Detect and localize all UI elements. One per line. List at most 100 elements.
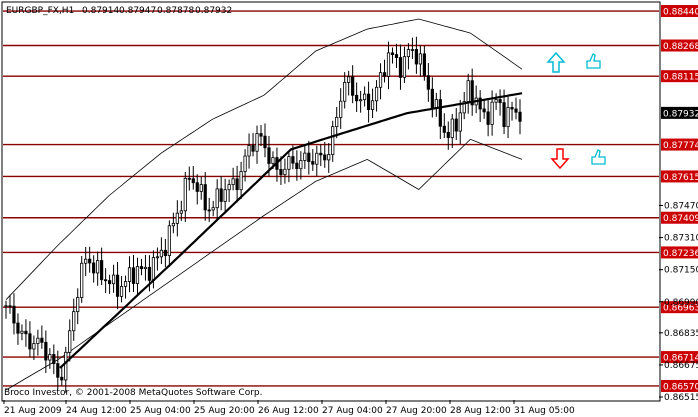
candle-body [466, 80, 470, 102]
level-badge [661, 39, 698, 52]
candle-body [104, 279, 108, 282]
candle-body [60, 376, 64, 381]
level-badge [661, 138, 698, 151]
ohlc-close: 0.87932 [195, 6, 232, 16]
candle-body [498, 99, 502, 104]
level-badge [661, 351, 698, 364]
candle-body [438, 99, 442, 127]
candle-body [92, 262, 96, 274]
candle-body [143, 266, 148, 270]
candle-body [295, 162, 299, 170]
candle-body [80, 262, 84, 298]
price-axis: 0.88440 0.88268 0.88115 0.87774 0.87615 0.874… [659, 5, 698, 403]
candle-body [359, 99, 363, 102]
candle-body [147, 266, 152, 281]
candle-body [151, 257, 156, 281]
candle-body [382, 72, 387, 77]
candle-body [339, 100, 343, 118]
candle-body [323, 154, 327, 161]
candle-body [215, 188, 219, 209]
candle-body [327, 154, 331, 161]
candle-body [243, 155, 247, 172]
level-badge-label: 0.88115 [663, 73, 698, 83]
candle-body [283, 168, 287, 176]
candle-body [482, 108, 486, 113]
time-tick-label: 24 Aug 12:00 [66, 406, 127, 416]
current-price-badge [661, 106, 698, 119]
candle-body [163, 249, 167, 257]
time-tick-label: 26 Aug 12:00 [258, 406, 319, 416]
candle-body [32, 343, 36, 350]
candle-body [430, 88, 434, 108]
candle-body [478, 97, 482, 110]
level-badge [661, 379, 698, 392]
candle-body [223, 189, 227, 202]
candle-body [386, 52, 391, 77]
down-arrow-icon [550, 148, 570, 170]
candle-body [462, 101, 466, 114]
candle-body [251, 145, 255, 152]
signal-icons [546, 51, 606, 170]
ohlc-open: 0.87914 [82, 6, 119, 16]
candle-body [8, 305, 12, 308]
price-tick-label: 0.86675 [664, 361, 698, 371]
time-tick-label: 25 Aug 20:00 [194, 406, 255, 416]
level-badge [661, 5, 698, 18]
level-badge-label: 0.86714 [663, 354, 698, 364]
candle-body [414, 49, 419, 65]
candle-body [183, 177, 187, 212]
candle-body [263, 135, 267, 149]
level-badge [661, 70, 698, 83]
candle-body [227, 184, 231, 191]
candle-body [195, 182, 199, 192]
candlesticks [4, 36, 522, 393]
bollinger-bands [5, 18, 523, 391]
candle-body [175, 212, 179, 224]
price-tick-label: 0.86835 [664, 329, 698, 339]
candle-body [28, 333, 32, 350]
ohlc-low: 0.87878 [157, 6, 194, 16]
copyright: Broco Investor, © 2001-2008 MetaQuotes S… [4, 388, 263, 398]
time-tick-label: 27 Aug 04:00 [322, 406, 383, 416]
candle-body [279, 168, 283, 176]
level-badge [661, 170, 698, 183]
time-axis: 21 Aug 2009 24 Aug 12:00 25 Aug 04:00 25 Au… [3, 400, 575, 416]
candle-body [155, 256, 160, 259]
ohlc-high: 0.87947 [119, 6, 156, 16]
candle-body [518, 111, 522, 122]
level-badge-label: 0.86963 [663, 304, 698, 314]
candle-body [123, 281, 128, 287]
current-price-label: 0.87932 [663, 109, 698, 119]
candle-body [486, 111, 490, 125]
candle-body [442, 125, 446, 133]
chart-title: EURGBP_FX,H1 [6, 6, 74, 16]
candle-body [111, 274, 116, 285]
candle-body [24, 330, 28, 335]
level-badge [661, 246, 698, 259]
candle-body [115, 274, 120, 297]
candle-body [239, 171, 243, 191]
candle-body [390, 52, 395, 55]
candle-body [135, 266, 140, 284]
candle-body [267, 147, 271, 164]
candle-body [347, 76, 351, 83]
level-badge-label: 0.87774 [663, 141, 698, 151]
candle-body [398, 57, 403, 78]
thumbs-up-icon [586, 53, 601, 69]
candle-body [52, 354, 56, 364]
candle-body [211, 207, 215, 211]
time-tick-label: 25 Aug 04:00 [130, 406, 191, 416]
candle-body [494, 99, 498, 103]
time-tick-label: 27 Aug 20:00 [386, 406, 447, 416]
candle-body [422, 53, 426, 77]
candle-body [44, 341, 48, 361]
candle-body [159, 249, 163, 258]
candle-body [107, 280, 112, 285]
candle-body [12, 305, 16, 324]
candle-body [351, 76, 355, 96]
price-tick-label: 0.86515 [664, 393, 698, 403]
candle-body [319, 152, 323, 156]
time-tick-label: 31 Aug 05:00 [514, 406, 575, 416]
level-badge [661, 301, 698, 314]
